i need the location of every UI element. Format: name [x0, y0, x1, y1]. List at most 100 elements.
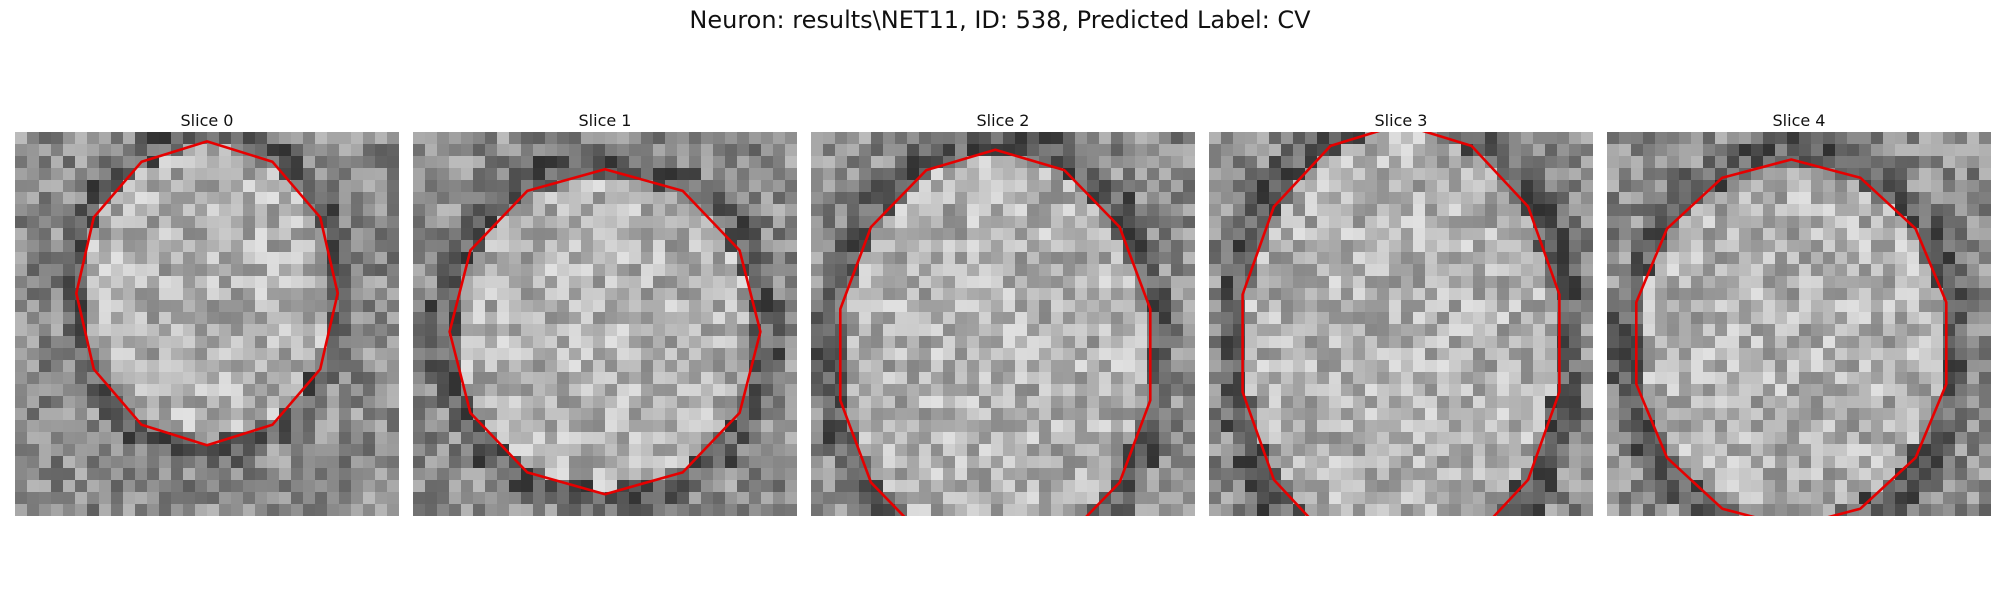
- pixel-cell: [99, 312, 112, 325]
- pixel-cell: [533, 312, 546, 325]
- pixel-cell: [665, 384, 678, 397]
- slice-panel-2: Slice 2: [811, 110, 1195, 516]
- pixel-cell: [847, 384, 860, 397]
- pixel-cell: [1823, 216, 1836, 229]
- pixel-cell: [15, 228, 28, 241]
- pixel-cell: [1607, 204, 1620, 217]
- pixel-cell: [931, 180, 944, 193]
- pixel-cell: [1401, 324, 1414, 337]
- pixel-cell: [847, 336, 860, 349]
- pixel-cell: [219, 276, 232, 289]
- pixel-cell: [231, 504, 244, 516]
- pixel-cell: [1847, 396, 1860, 409]
- pixel-cell: [1727, 456, 1740, 469]
- pixel-cell: [1619, 324, 1632, 337]
- pixel-cell: [1619, 264, 1632, 277]
- pixel-cell: [1233, 408, 1246, 421]
- pixel-cell: [1667, 336, 1680, 349]
- pixel-cell: [1473, 192, 1486, 205]
- pixel-cell: [1835, 288, 1848, 301]
- pixel-cell: [653, 252, 666, 265]
- pixel-cell: [111, 456, 124, 469]
- pixel-cell: [123, 132, 136, 145]
- pixel-cell: [713, 324, 726, 337]
- pixel-cell: [51, 132, 64, 145]
- pixel-cell: [1557, 216, 1570, 229]
- pixel-cell: [1823, 360, 1836, 373]
- pixel-cell: [387, 180, 399, 193]
- pixel-cell: [895, 276, 908, 289]
- pixel-cell: [907, 132, 920, 145]
- pixel-cell: [1931, 168, 1944, 181]
- pixel-cell: [425, 276, 438, 289]
- pixel-cell: [1955, 300, 1968, 313]
- pixel-cell: [413, 312, 426, 325]
- pixel-cell: [1413, 156, 1426, 169]
- pixel-cell: [1075, 324, 1088, 337]
- pixel-cell: [207, 252, 220, 265]
- pixel-cell: [653, 384, 666, 397]
- pixel-cell: [1739, 192, 1752, 205]
- pixel-cell: [1377, 504, 1390, 516]
- pixel-cell: [1075, 228, 1088, 241]
- pixel-cell: [1449, 396, 1462, 409]
- pixel-cell: [363, 504, 376, 516]
- pixel-cell: [1413, 240, 1426, 253]
- pixel-cell: [99, 504, 112, 516]
- pixel-cell: [123, 216, 136, 229]
- pixel-cell: [1473, 396, 1486, 409]
- pixel-cell: [1305, 420, 1318, 433]
- pixel-cell: [1581, 396, 1593, 409]
- pixel-cell: [677, 204, 690, 217]
- pixel-cell: [1099, 468, 1112, 481]
- pixel-cell: [605, 276, 618, 289]
- pixel-cell: [1341, 420, 1354, 433]
- pixel-cell: [967, 324, 980, 337]
- pixel-cell: [279, 204, 292, 217]
- pixel-cell: [701, 456, 714, 469]
- pixel-cell: [617, 156, 630, 169]
- pixel-cell: [653, 156, 666, 169]
- pixel-cell: [303, 168, 316, 181]
- pixel-cell: [665, 504, 678, 516]
- pixel-cell: [375, 384, 388, 397]
- pixel-cell: [1751, 396, 1764, 409]
- pixel-cell: [545, 360, 558, 373]
- pixel-cell: [75, 192, 88, 205]
- pixel-cell: [1703, 384, 1716, 397]
- pixel-cell: [1545, 492, 1558, 505]
- pixel-cell: [1931, 216, 1944, 229]
- pixel-cell: [1739, 384, 1752, 397]
- pixel-cell: [437, 300, 450, 313]
- pixel-cell: [811, 168, 824, 181]
- pixel-cell: [1353, 372, 1366, 385]
- pixel-cell: [339, 300, 352, 313]
- pixel-cell: [1883, 216, 1896, 229]
- pixel-cell: [1075, 144, 1088, 157]
- pixel-cell: [1751, 228, 1764, 241]
- pixel-cell: [665, 168, 678, 181]
- pixel-cell: [761, 288, 774, 301]
- pixel-cell: [713, 480, 726, 493]
- pixel-cell: [1581, 276, 1593, 289]
- pixel-cell: [1691, 240, 1704, 253]
- pixel-cell: [967, 276, 980, 289]
- pixel-cell: [135, 348, 148, 361]
- pixel-cell: [665, 348, 678, 361]
- pixel-cell: [605, 228, 618, 241]
- pixel-cell: [545, 480, 558, 493]
- pixel-cell: [1943, 336, 1956, 349]
- pixel-cell: [1353, 144, 1366, 157]
- pixel-cell: [1703, 288, 1716, 301]
- pixel-cell: [1123, 504, 1136, 516]
- pixel-cell: [183, 396, 196, 409]
- pixel-cell: [1341, 324, 1354, 337]
- pixel-cell: [1667, 264, 1680, 277]
- pixel-cell: [943, 360, 956, 373]
- pixel-cell: [617, 216, 630, 229]
- pixel-cell: [171, 156, 184, 169]
- pixel-cell: [737, 360, 750, 373]
- pixel-cell: [1317, 372, 1330, 385]
- pixel-cell: [605, 432, 618, 445]
- pixel-cell: [87, 264, 100, 277]
